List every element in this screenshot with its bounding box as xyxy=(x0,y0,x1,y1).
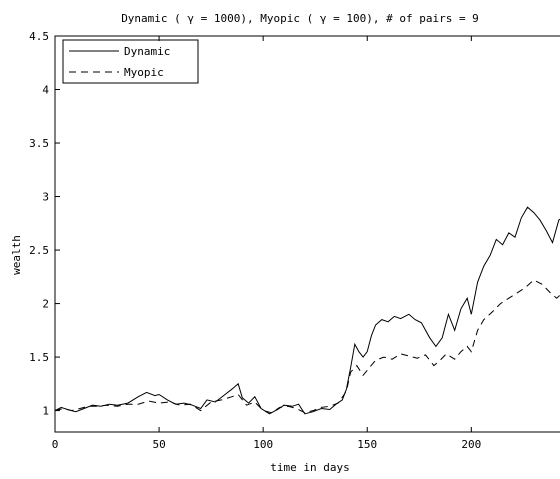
y-tick-label: 2.5 xyxy=(29,244,49,257)
y-axis: 1 1.5 2 2.5 3 3.5 4 4.5 xyxy=(29,30,60,418)
y-tick-label: 4 xyxy=(42,84,49,97)
legend-box xyxy=(62,39,199,84)
chart-title: Dynamic ( γ = 1000), Myopic ( γ = 100), … xyxy=(121,12,479,25)
x-tick-label: 100 xyxy=(253,438,273,451)
series-line-dynamic xyxy=(54,206,560,415)
x-axis-label: time in days xyxy=(270,461,349,474)
legend-label-dynamic: Dynamic xyxy=(124,45,170,58)
x-axis: 0 50 100 150 200 xyxy=(52,36,481,451)
x-tick-label: 150 xyxy=(357,438,377,451)
series-layer xyxy=(54,206,560,415)
y-tick-label: 3.5 xyxy=(29,137,49,150)
y-tick-label: 4.5 xyxy=(29,30,49,43)
series-line-myopic xyxy=(54,279,560,414)
y-tick-label: 2 xyxy=(42,298,49,311)
y-axis-label: wealth xyxy=(10,235,23,275)
legend-label-myopic: Myopic xyxy=(124,66,164,79)
y-tick-label: 1 xyxy=(42,405,49,418)
x-tick-label: 0 xyxy=(52,438,59,451)
y-tick-label: 1.5 xyxy=(29,351,49,364)
y-tick-label: 3 xyxy=(42,191,49,204)
plot-area-frame xyxy=(54,35,560,433)
x-tick-label: 200 xyxy=(461,438,481,451)
legend: Dynamic Myopic xyxy=(62,39,199,84)
x-tick-label: 50 xyxy=(152,438,165,451)
